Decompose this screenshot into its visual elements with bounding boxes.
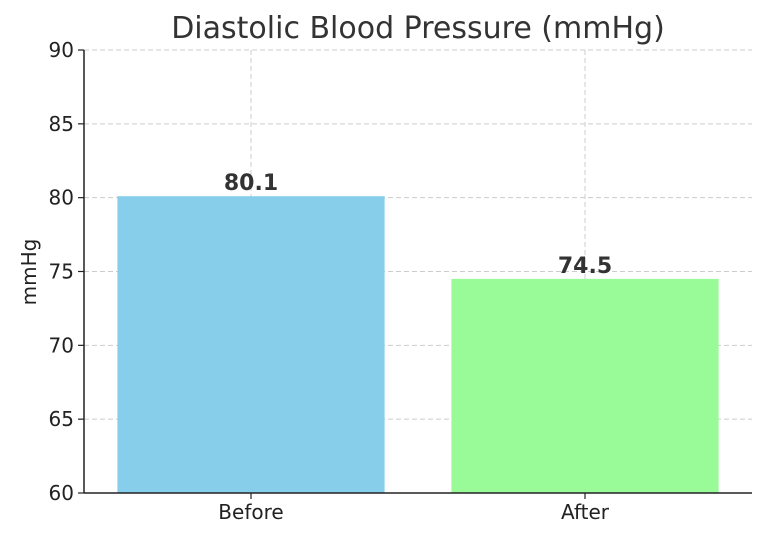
y-tick-label: 60 (49, 481, 74, 505)
chart-title: Diastolic Blood Pressure (mmHg) (171, 11, 665, 46)
x-tick-label: After (561, 500, 610, 524)
bar-before (117, 196, 385, 493)
bars (117, 196, 719, 493)
y-tick-label: 80 (49, 186, 74, 210)
y-axis-label: mmHg (17, 239, 41, 306)
axes: 60 65 70 75 80 85 90 Before After (49, 38, 752, 524)
bar-value-label: 74.5 (558, 254, 612, 279)
bar-after (451, 278, 719, 493)
y-tick-label: 75 (49, 260, 74, 284)
y-tick-label: 70 (49, 333, 74, 357)
y-tick-label: 65 (49, 407, 74, 431)
x-tick-label: Before (218, 500, 283, 524)
data-labels: 80.1 74.5 (224, 171, 612, 279)
y-tick-label: 85 (49, 112, 74, 136)
y-tick-label: 90 (49, 38, 74, 62)
bar-value-label: 80.1 (224, 171, 278, 196)
